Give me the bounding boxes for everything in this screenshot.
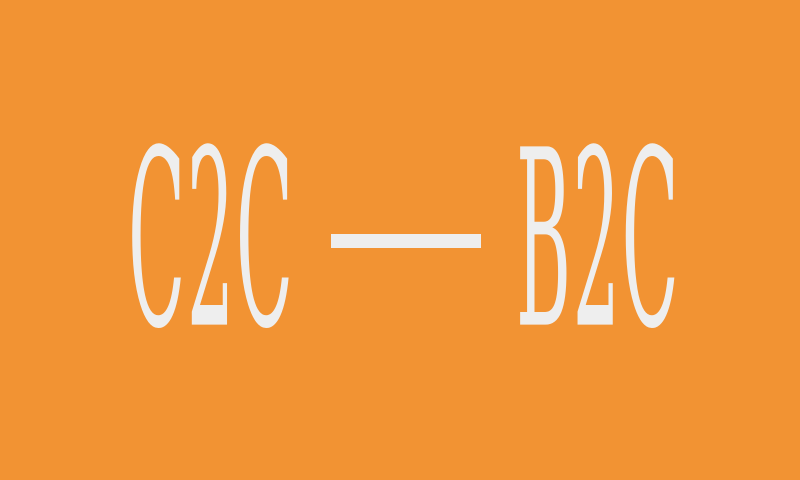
left-label: C2C	[128, 96, 295, 384]
right-label: B2C	[516, 96, 681, 384]
dash-separator	[331, 234, 481, 248]
